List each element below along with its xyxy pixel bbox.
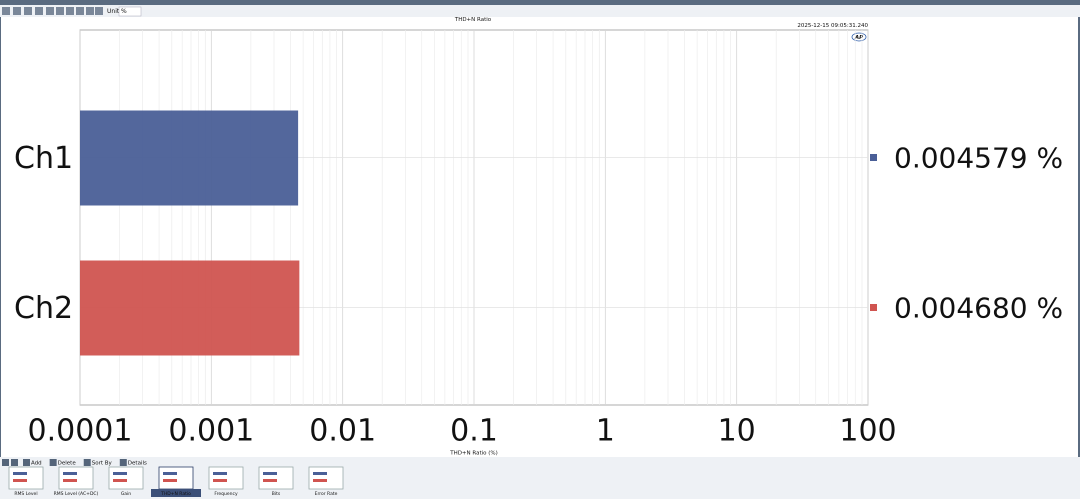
thumbnail-label[interactable]: Error Rate: [315, 491, 338, 497]
toolbar-button[interactable]: Delete: [58, 461, 77, 467]
thumb-bar: [263, 472, 277, 475]
thumb-bar: [163, 472, 177, 475]
thumb-bar: [63, 472, 77, 475]
thumbnail[interactable]: [308, 466, 344, 490]
value-label: 0.004579 %: [894, 142, 1063, 175]
logo: AP: [854, 35, 863, 41]
unit-label: Unit: [107, 8, 120, 15]
bar: [80, 260, 300, 356]
category-label: Ch2: [14, 291, 73, 326]
thumb-bar: [113, 472, 127, 475]
timestamp: 2025-12-15 09:05:31.240: [797, 23, 868, 29]
thumbnail[interactable]: [158, 466, 194, 490]
x-tick-label: 0.0001: [28, 414, 133, 449]
thumbnail-label[interactable]: Gain: [121, 491, 131, 497]
unit-value: %: [121, 8, 127, 15]
selected-label-bg: [151, 489, 201, 497]
legend-swatch: [870, 304, 877, 311]
legend-swatch: [870, 154, 877, 161]
value-label: 0.004680 %: [894, 292, 1063, 325]
thumbnail[interactable]: [8, 466, 44, 490]
thumbnail[interactable]: [58, 466, 94, 490]
thumbnail[interactable]: [208, 466, 244, 490]
tool-icon[interactable]: [66, 7, 74, 15]
toolbar-button[interactable]: Details: [128, 461, 147, 467]
thumbnail-label[interactable]: THD+N Ratio: [160, 491, 191, 497]
category-label: Ch1: [14, 141, 73, 176]
chart-title: THD+N Ratio: [454, 17, 492, 23]
thumbnail-label[interactable]: RMS Level (AC+DC): [54, 491, 99, 497]
toolbar: [0, 5, 1080, 17]
toolbar-button[interactable]: Add: [31, 461, 42, 467]
toolbar-icon[interactable]: [83, 459, 91, 466]
thumb-bar: [313, 472, 327, 475]
unit-dropdown[interactable]: [118, 6, 142, 17]
thumbnail[interactable]: [108, 466, 144, 490]
thumb-bar: [263, 479, 277, 482]
thumb-bar: [163, 479, 177, 482]
tool-icon[interactable]: [56, 7, 64, 15]
x-tick-label: 10: [718, 414, 756, 449]
thumb-bar: [63, 479, 77, 482]
x-tick-label: 0.1: [450, 414, 498, 449]
toolbar-button[interactable]: Sort By: [92, 461, 113, 467]
thumbnail-label[interactable]: Frequency: [214, 491, 238, 497]
tool-icon[interactable]: [46, 7, 54, 15]
x-tick-label: 0.001: [168, 414, 254, 449]
toolbar-icon[interactable]: [119, 459, 127, 466]
thumbnail-strip: RMS Level RMS Level (AC+DC) Gain THD+N Rati…: [8, 466, 344, 497]
tool-icon[interactable]: [95, 7, 103, 15]
x-axis-title: THD+N Ratio (%): [449, 451, 498, 457]
tool-icon[interactable]: [76, 7, 84, 15]
thumbnail[interactable]: [258, 466, 294, 490]
tool-icon[interactable]: [24, 7, 32, 15]
thumb-bar: [213, 472, 227, 475]
x-tick-label: 100: [839, 414, 896, 449]
thumbnail-label[interactable]: RMS Level: [14, 491, 37, 497]
tool-icon[interactable]: [2, 7, 10, 15]
title-strip: [0, 0, 1080, 5]
thumb-bar: [213, 479, 227, 482]
x-tick-label: 0.01: [309, 414, 376, 449]
thumb-bar: [13, 479, 27, 482]
tool-icon[interactable]: [35, 7, 43, 15]
tool-icon[interactable]: [86, 7, 94, 15]
nav-button[interactable]: [2, 459, 9, 466]
thumb-bar: [313, 479, 327, 482]
tool-icon[interactable]: [13, 7, 21, 15]
bar: [80, 110, 299, 206]
thumb-bar: [13, 472, 27, 475]
thumb-bar: [113, 479, 127, 482]
toolbar-icon[interactable]: [23, 459, 30, 466]
toolbar-icon[interactable]: [49, 459, 57, 466]
nav-button[interactable]: [11, 459, 18, 466]
thumbnail-label[interactable]: Bits: [272, 491, 281, 497]
bottom-toolbar: Add Delete Sort By Details: [2, 459, 147, 467]
x-tick-label: 1: [596, 414, 615, 449]
toolbar-icons: [2, 7, 103, 15]
